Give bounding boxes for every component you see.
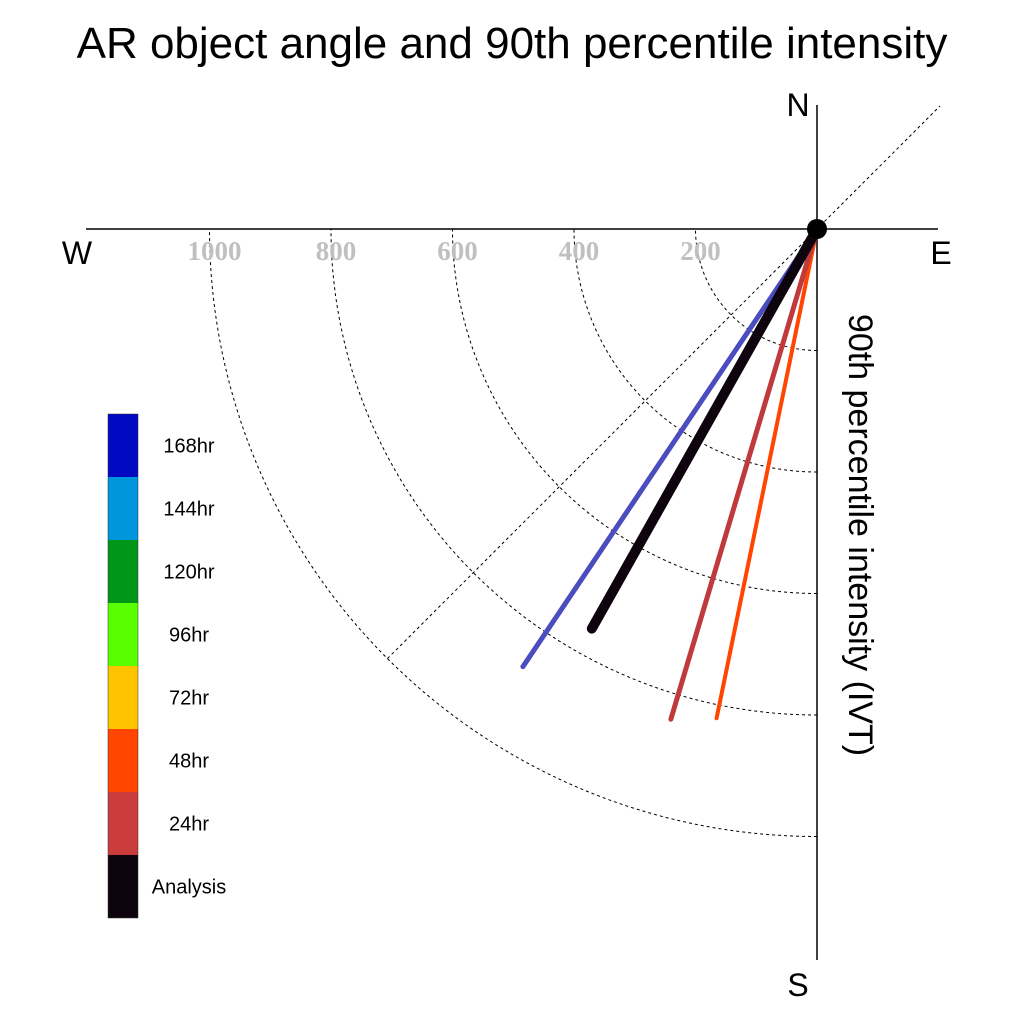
legend-label: 96hr bbox=[169, 625, 209, 647]
legend-label: 72hr bbox=[169, 688, 209, 710]
ring-tick-labels: 200 400 600 800 1000 bbox=[188, 236, 721, 266]
origin-marker bbox=[807, 219, 827, 239]
diagonal-gridline bbox=[387, 105, 941, 659]
legend-swatch-48hr bbox=[108, 729, 138, 792]
compass-south: S bbox=[787, 967, 808, 1003]
ring-800 bbox=[330, 228, 818, 716]
ring-600 bbox=[452, 228, 818, 594]
color-legend: 168hr 144hr 120hr 96hr 72hr 48hr 24hr Analysis bbox=[107, 413, 226, 919]
ring-tick-label: 800 bbox=[316, 236, 357, 266]
ring-tick-label: 400 bbox=[559, 236, 600, 266]
legend-frame bbox=[107, 413, 139, 919]
legend-label: 144hr bbox=[163, 499, 214, 521]
compass-north: N bbox=[786, 87, 809, 123]
vector-24hr bbox=[668, 226, 820, 722]
legend-label: Analysis bbox=[152, 877, 226, 899]
legend-swatch-144hr bbox=[108, 477, 138, 540]
chart-title: AR object angle and 90th percentile inte… bbox=[77, 19, 948, 68]
ring-tick-label: 1000 bbox=[188, 236, 242, 266]
legend-swatch-analysis bbox=[108, 855, 138, 918]
compass-west: W bbox=[62, 235, 93, 271]
ring-1000 bbox=[209, 228, 818, 837]
vector-analysis bbox=[586, 224, 822, 634]
legend-label: 24hr bbox=[169, 814, 209, 836]
legend-swatch-120hr bbox=[108, 540, 138, 603]
legend-label: 168hr bbox=[163, 436, 214, 458]
legend-label: 120hr bbox=[163, 562, 214, 584]
compass-axes bbox=[86, 105, 938, 960]
vector-168hr bbox=[520, 226, 820, 670]
ring-tick-label: 200 bbox=[680, 236, 721, 266]
legend-swatch-96hr bbox=[108, 603, 138, 666]
ring-tick-label: 600 bbox=[437, 236, 478, 266]
legend-swatch-24hr bbox=[108, 792, 138, 855]
legend-swatch-72hr bbox=[108, 666, 138, 729]
compass-east: E bbox=[930, 235, 951, 271]
legend-label: 48hr bbox=[169, 751, 209, 773]
polar-grid bbox=[209, 105, 941, 837]
y-axis-label: 90th percentile intensity (IVT) bbox=[841, 314, 879, 756]
vector-series bbox=[520, 224, 822, 722]
ring-400 bbox=[573, 228, 818, 473]
legend-swatch-168hr bbox=[108, 414, 138, 477]
vector-48hr bbox=[714, 227, 819, 721]
